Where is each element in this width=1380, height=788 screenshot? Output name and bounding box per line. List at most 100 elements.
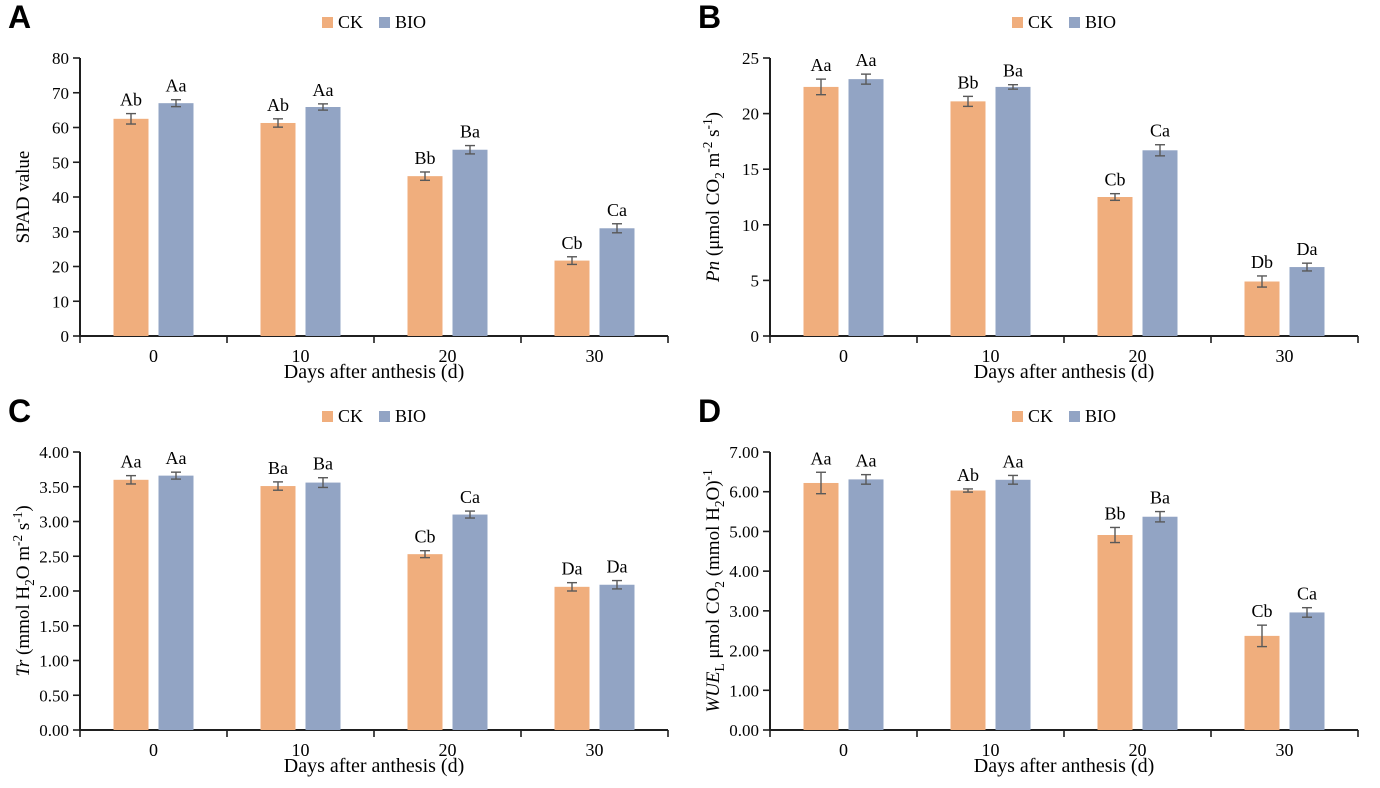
x-tick-label: 10 [982,346,1000,366]
bar-chart-tr: 0.00 0.50 1.00 1.50 2.00 2.50 3.00 3.50 4.00 0 10 2… [39,443,669,760]
y-tick-label: 2.00 [39,582,69,601]
bar-chart-wue: 0.00 1.00 2.00 3.00 4.00 5.00 6.00 7.00 0 10 20 30 A… [729,443,1359,760]
bar-bio-10d [305,106,341,336]
x-tick-label: 20 [1129,346,1147,366]
ck-swatch-icon [1011,411,1023,422]
panel-a: A CK BIO SPAD value 0 10 20 30 40 50 60 70 80 0 10… [0,0,690,394]
legend-label-ck: CK [1027,406,1053,426]
error-bar [1110,526,1120,544]
y-tick-label: 50 [52,153,69,172]
bio-swatch-icon [379,17,390,28]
x-axis-title: Days after anthesis (d) [283,755,465,777]
x-tick-label: 30 [586,740,604,760]
x-tick-label: 0 [839,346,848,366]
legend-item-bio: BIO [1069,406,1116,427]
error-bar [171,471,181,480]
panel-d: D CK BIO WUEL μmol CO2 (mmol H2O)-1 0.00… [690,393,1380,788]
bar-ck-30d [554,586,590,730]
bar-ck-10d [260,486,296,730]
y-tick-label: 0.00 [39,721,69,740]
bar-bio-20d [452,149,488,336]
error-bar [273,118,283,128]
legend-label-bio: BIO [395,12,426,32]
sig-letter: Ba [1003,61,1023,81]
error-bar [1302,262,1312,272]
y-tick-label: 70 [52,84,69,103]
bar-bio-20d [1142,150,1178,336]
panel-b-letter: B [698,0,722,35]
y-tick-label: 0.00 [729,721,759,740]
bar-ck-0d [803,86,839,336]
sig-letter: Da [1297,239,1318,259]
y-tick-label: 5.00 [729,522,759,541]
sig-letter: Ca [1150,121,1170,141]
bio-swatch-icon [379,411,390,422]
y-tick-label: 80 [52,49,69,68]
error-bar [612,579,622,590]
error-bar [963,95,973,108]
sig-letter: Aa [811,55,832,75]
bar-bio-0d [158,103,194,336]
legend-label-bio: BIO [1085,12,1116,32]
legend-label-bio: BIO [1085,406,1116,426]
sig-letter: Aa [1003,451,1024,471]
bio-swatch-icon [1069,17,1080,28]
bar-bio-30d [599,584,635,730]
sig-letter: Bb [414,148,435,168]
y-tick-label: 60 [52,119,69,138]
x-tick-label: 10 [292,346,310,366]
sig-letter: Ab [957,465,979,485]
ck-swatch-icon [1011,17,1023,28]
y-tick-label: 4.00 [729,562,759,581]
y-tick-label: 3.00 [39,513,69,532]
panel-d-letter: D [698,393,722,429]
bar-ck-0d [113,479,149,730]
bar-ck-20d [1097,535,1133,730]
y-tick-label: 15 [742,160,759,179]
y-tick-label: 1.50 [39,617,69,636]
sig-letter: Ab [120,90,142,110]
sig-letter: Aa [166,76,187,96]
sig-letter: Ba [460,122,480,142]
y-tick-label: 3.50 [39,478,69,497]
panel-a-letter: A [8,0,32,35]
bar-bio-20d [1142,516,1178,730]
bio-swatch-icon [1069,411,1080,422]
bar-ck-30d [1244,635,1280,730]
error-bar [1008,474,1018,485]
legend-item-ck: CK [321,12,363,33]
bar-bio-30d [1289,612,1325,730]
sig-letter: Aa [313,80,334,100]
bar-bio-0d [158,475,194,730]
sig-letter: Aa [856,50,877,70]
y-tick-label: 25 [742,49,759,68]
legend-item-ck: CK [1011,12,1053,33]
error-bar [171,98,181,108]
y-tick-label: 10 [52,292,69,311]
x-tick-label: 0 [839,740,848,760]
legend: CK BIO [770,12,1358,33]
sig-letter: Ab [267,95,289,115]
error-bar [273,481,283,491]
error-bar [126,112,136,125]
bar-ck-0d [803,482,839,730]
error-bar [318,477,328,489]
x-tick-label: 0 [149,346,158,366]
y-tick-label: 4.00 [39,443,69,462]
x-tick-label: 10 [292,740,310,760]
y-tick-label: 0 [61,327,70,346]
error-bar [420,549,430,559]
y-tick-label: 2.00 [729,642,759,661]
x-tick-label: 30 [586,346,604,366]
x-tick-label: 0 [149,740,158,760]
error-bar [420,171,430,182]
sig-letter: Cb [1104,170,1125,190]
error-bar [1155,510,1165,523]
y-tick-label: 20 [52,258,69,277]
y-tick-label: 40 [52,188,69,207]
x-axis-title: Days after anthesis (d) [973,755,1155,777]
bar-bio-10d [995,86,1031,336]
bar-bio-20d [452,514,488,730]
y-tick-label: 10 [742,216,759,235]
